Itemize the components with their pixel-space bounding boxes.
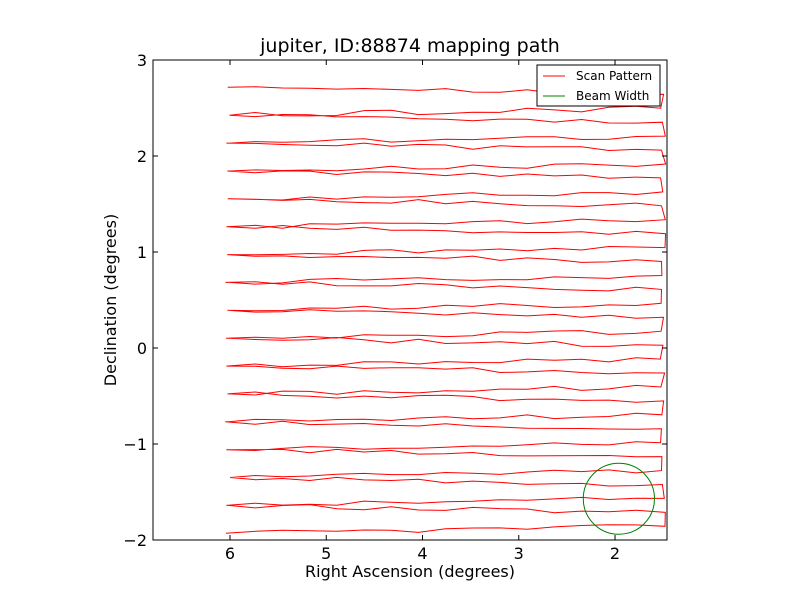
y-tick-label: 2 (137, 147, 147, 166)
y-tick-label: 0 (137, 339, 147, 358)
chart-title: jupiter, ID:88874 mapping path (259, 35, 560, 57)
x-tick-label: 6 (225, 544, 235, 563)
scan-pattern-line (225, 86, 667, 534)
beam-width-circle (582, 462, 655, 535)
y-tick-label: −1 (123, 435, 147, 454)
y-axis: 3 2 1 0 −1 −2 (123, 51, 667, 550)
y-tick-label: 1 (137, 243, 147, 262)
x-tick-label: 3 (514, 544, 524, 563)
y-axis-label: Declination (degrees) (101, 214, 120, 386)
y-tick-label: 3 (137, 51, 147, 70)
legend-label-beam-width: Beam Width (576, 89, 649, 103)
legend-box (536, 64, 661, 107)
legend-label-scan-pattern: Scan Pattern (576, 69, 652, 83)
x-tick-label: 5 (321, 544, 331, 563)
legend: Scan Pattern Beam Width (536, 64, 661, 107)
plot-frame (152, 59, 668, 541)
y-tick-label: −2 (123, 531, 147, 550)
beam-width-series (582, 462, 655, 535)
x-tick-label: 2 (610, 544, 620, 563)
x-tick-label: 4 (417, 544, 427, 563)
x-axis-label: Right Ascension (degrees) (305, 562, 515, 581)
scan-pattern-series (225, 86, 667, 534)
x-axis: 6 5 4 3 2 (225, 60, 620, 563)
